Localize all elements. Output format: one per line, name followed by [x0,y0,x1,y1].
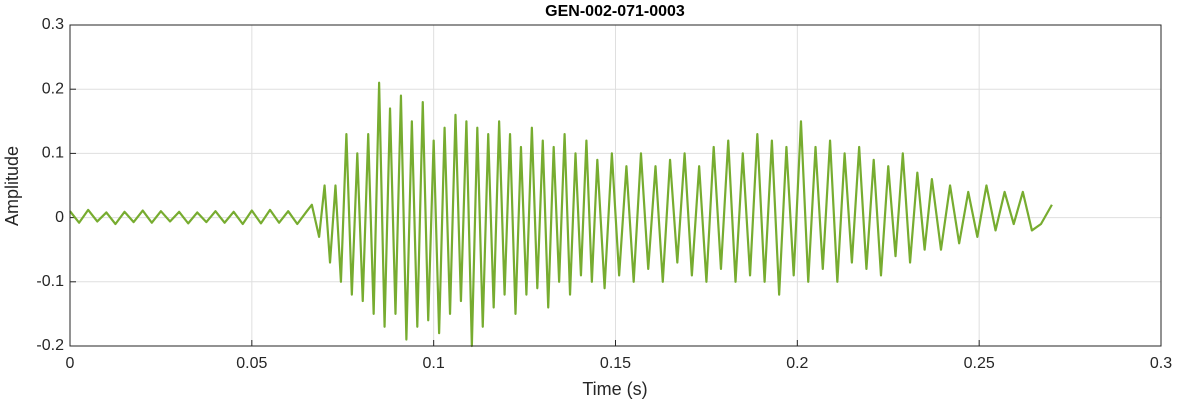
y-tick-label: -0.1 [36,273,64,290]
y-axis-label: Amplitude [2,146,22,226]
x-tick-label: 0.1 [423,355,445,372]
y-tick-label: 0 [55,209,64,226]
x-tick-label: 0.15 [600,355,631,372]
x-tick-label: 0.25 [964,355,995,372]
y-tick-label: -0.2 [36,337,64,354]
axes-box [69,24,1162,347]
x-tick-label: 0.3 [1150,355,1172,372]
x-tick-label: 0.05 [236,355,267,372]
x-axis-label: Time (s) [582,379,647,399]
y-tick-label: 0.2 [42,80,64,97]
waveform-line [69,81,1053,348]
y-tick-label: 0.3 [42,16,64,33]
x-tick-label: 0.2 [786,355,808,372]
y-tick-label: 0.1 [42,145,64,162]
x-tick-label: 0 [66,355,75,372]
chart-title: GEN-002-071-0003 [545,3,685,20]
